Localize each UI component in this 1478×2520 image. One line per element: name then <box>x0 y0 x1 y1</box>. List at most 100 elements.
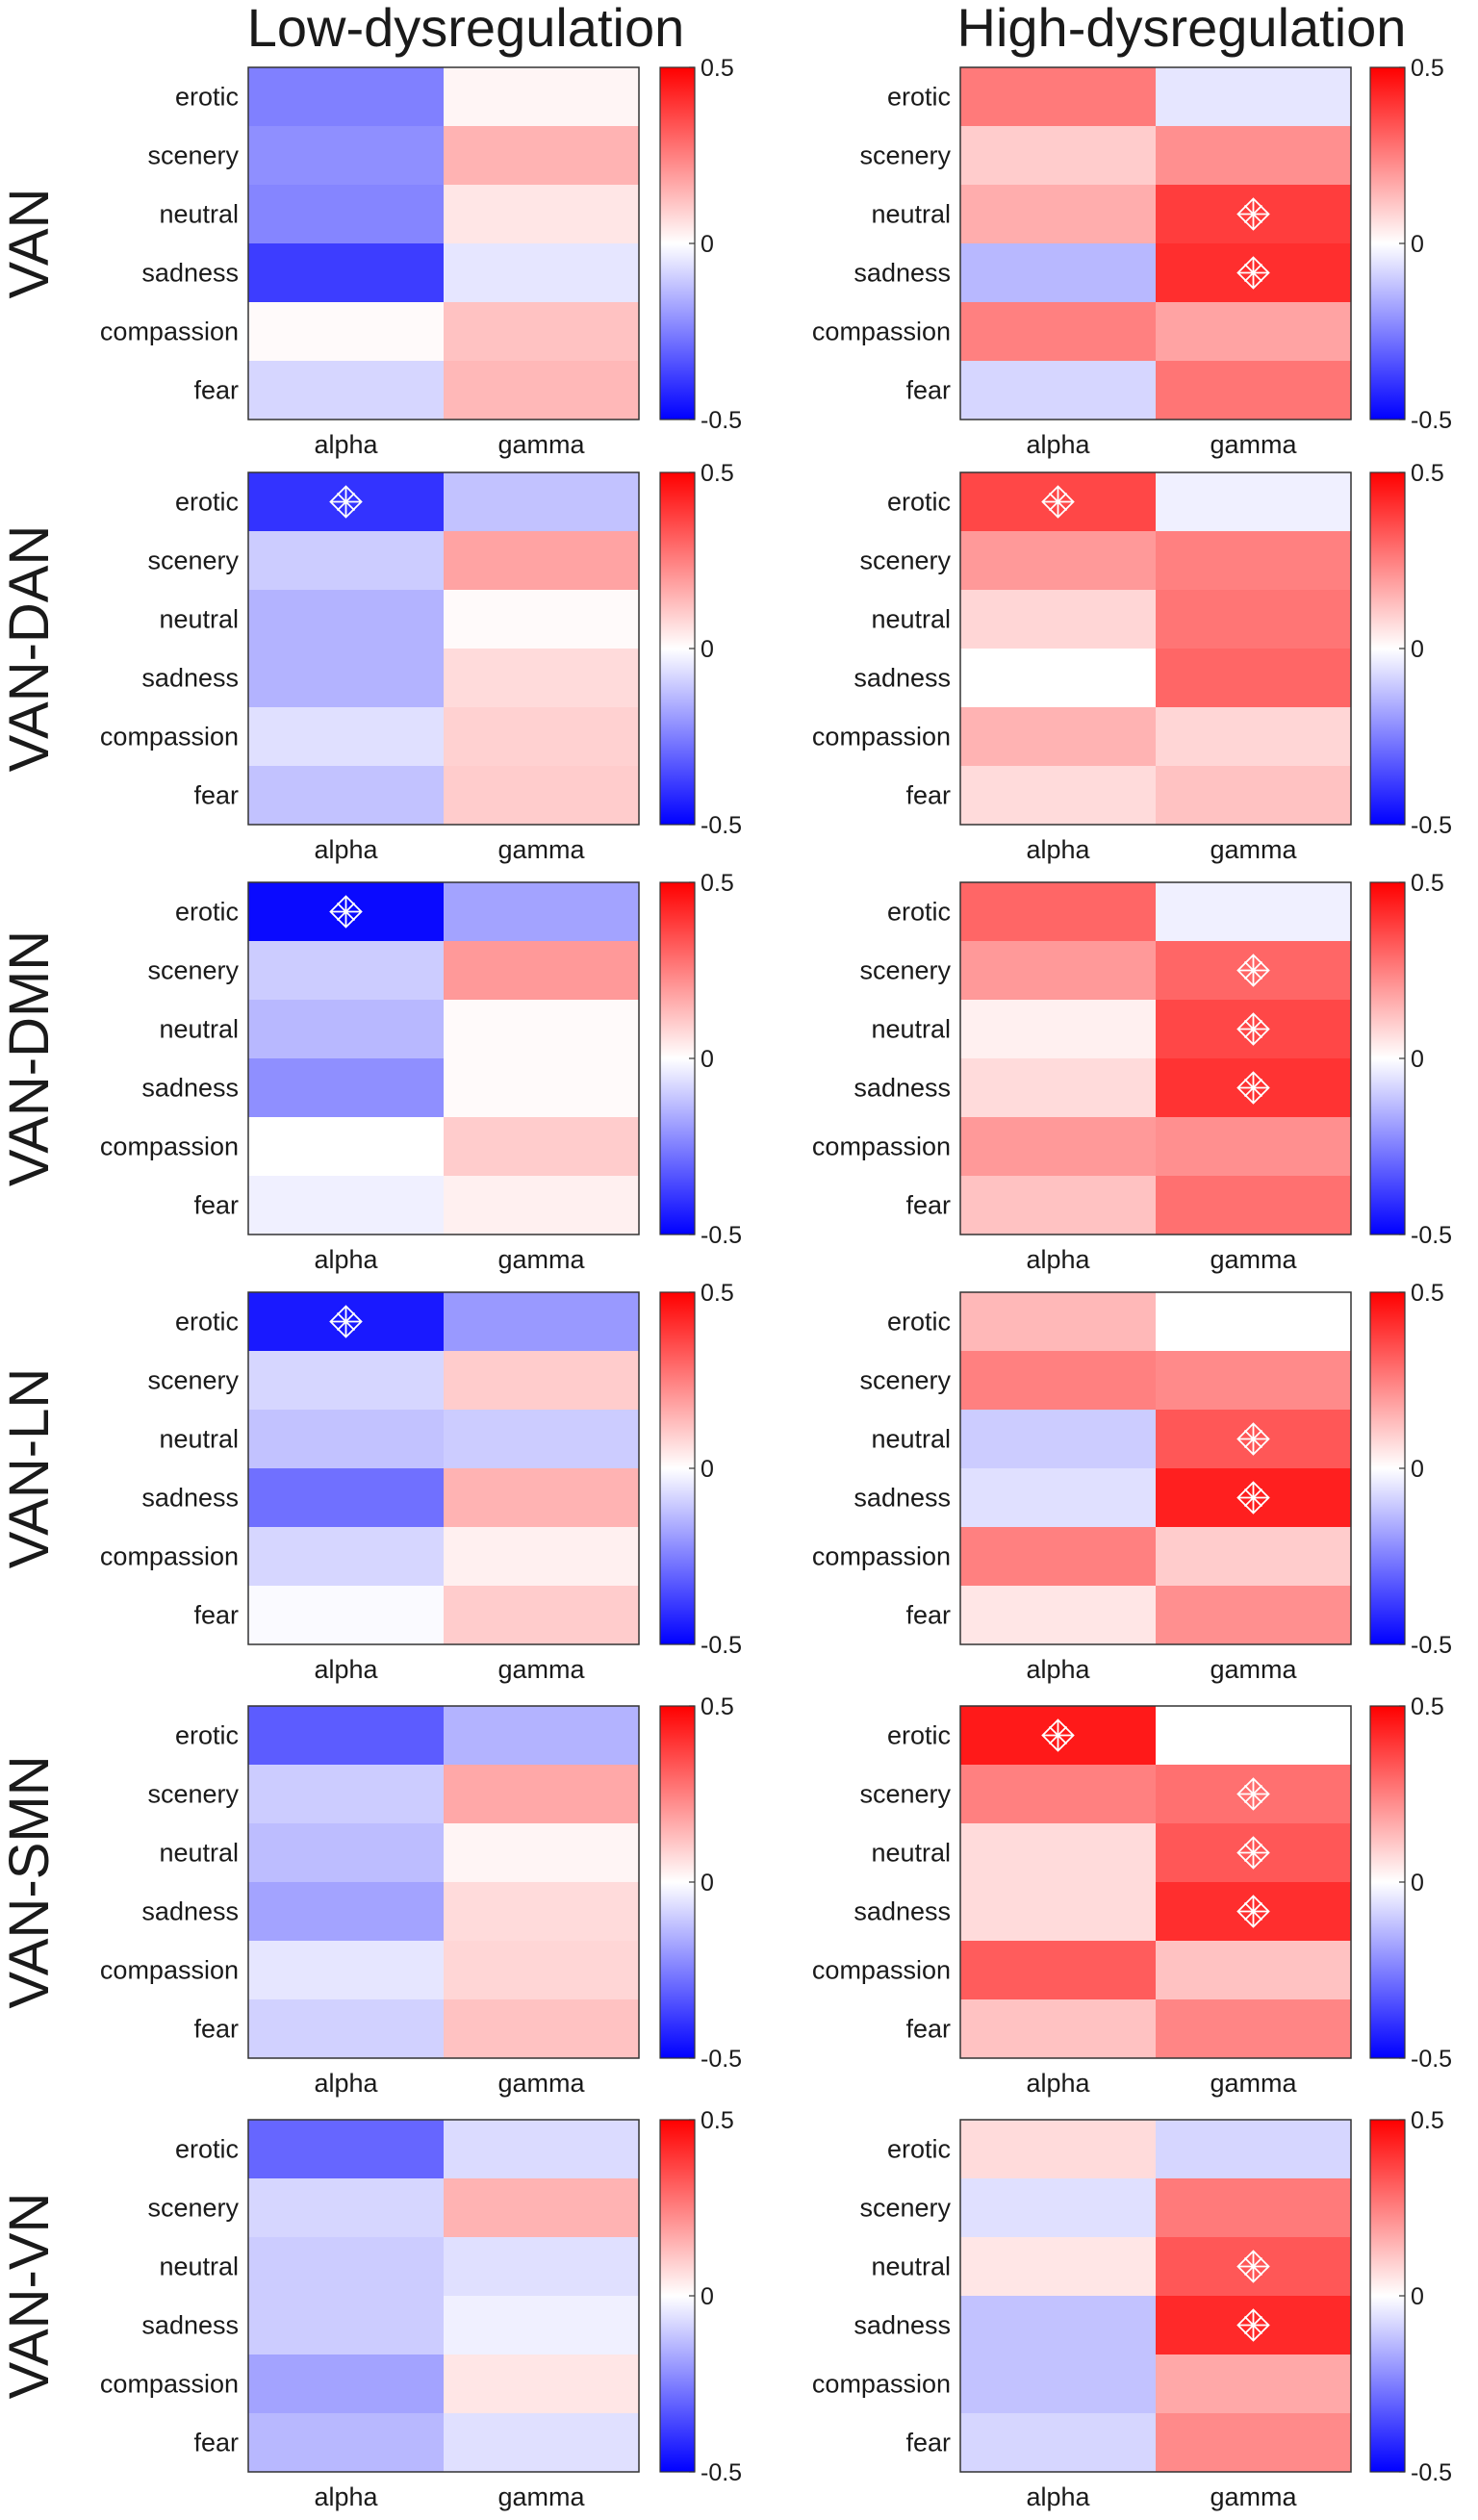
band-label: alpha <box>1026 835 1090 864</box>
colorbar-tick-label: 0.5 <box>701 1280 734 1307</box>
category-label: sadness <box>141 259 239 288</box>
heatmap-cell <box>444 882 640 942</box>
significance-marker-icon <box>1236 1422 1270 1456</box>
category-label: sadness <box>141 2311 239 2340</box>
heatmap-cell <box>248 1117 445 1177</box>
band-label: gamma <box>1210 1655 1297 1684</box>
heatmap-cell <box>1156 531 1352 591</box>
column-title-high: High-dysregulation <box>957 0 1407 58</box>
heatmap-cell <box>960 1527 1157 1587</box>
colorbar-tick-label: 0.5 <box>1411 1280 1444 1307</box>
significance-marker-icon <box>329 1305 363 1338</box>
heatmap-cell <box>248 2413 445 2473</box>
category-label: compassion <box>100 318 239 346</box>
colorbar-tick-label: 0 <box>1411 636 1424 663</box>
heatmap-cell <box>248 1176 445 1235</box>
heatmap-cell <box>248 590 445 649</box>
heatmap-cell <box>444 1706 640 1766</box>
heatmap-cell <box>248 1527 445 1587</box>
category-label: fear <box>193 2429 239 2457</box>
colorbar-tick-label: 0.5 <box>701 460 734 487</box>
heatmap-van-high: erotic scenery neutral sadness compassion fea… <box>812 55 1452 459</box>
category-label: neutral <box>159 1839 239 1868</box>
row-title-van-dan: VAN-DAN <box>0 525 61 773</box>
heatmap-cell <box>444 766 640 826</box>
heatmap-cell <box>960 185 1157 244</box>
heatmap-cell <box>444 1527 640 1587</box>
heatmap-van-vn-high: erotic scenery neutral sadness compassion fea… <box>812 2107 1452 2511</box>
column-title-low: Low-dysregulation <box>247 0 684 58</box>
band-label: alpha <box>1026 2069 1090 2098</box>
heatmap-cell <box>248 1586 445 1645</box>
heatmap-cell <box>444 1351 640 1411</box>
heatmap-cell <box>248 1058 445 1118</box>
heatmap-cell <box>248 1410 445 1469</box>
heatmap-cell <box>960 1410 1157 1469</box>
colorbar-tick-label: -0.5 <box>1411 2046 1452 2073</box>
colorbar-tick-label: 0 <box>701 1870 714 1896</box>
heatmap-frame <box>959 471 1352 826</box>
colorbar-tick-label: -0.5 <box>701 407 742 434</box>
colorbar: 0.5 0 -0.5 <box>1369 1280 1452 1659</box>
heatmap-cell <box>444 2413 640 2473</box>
colorbar: 0.5 0 -0.5 <box>659 460 742 839</box>
heatmap-cell <box>248 1000 445 1059</box>
heatmap-cell <box>1156 2355 1352 2414</box>
category-label: sadness <box>854 1074 951 1103</box>
heatmap-cell <box>960 1999 1157 2059</box>
heatmap-cell <box>444 649 640 708</box>
category-label: scenery <box>147 1366 239 1395</box>
category-label: erotic <box>887 1721 951 1750</box>
heatmap-cell <box>444 941 640 1001</box>
category-label: fear <box>193 781 239 810</box>
category-label: fear <box>193 1191 239 1220</box>
heatmap-cell <box>1156 361 1352 420</box>
heatmap-cell <box>248 707 445 767</box>
colorbar-tick-label: 0 <box>1411 1046 1424 1073</box>
heatmap-cell <box>444 126 640 186</box>
colorbar-tick-label: 0.5 <box>701 2107 734 2134</box>
heatmap-cell <box>248 185 445 244</box>
colorbar-tick-label: -0.5 <box>1411 407 1452 434</box>
colorbar-tick-label: 0.5 <box>701 870 734 897</box>
heatmap-cell <box>1156 766 1352 826</box>
colorbar-tick-label: 0 <box>1411 2283 1424 2310</box>
category-label: compassion <box>812 1133 951 1161</box>
category-label: neutral <box>159 200 239 229</box>
colorbar: 0.5 0 -0.5 <box>659 870 742 1249</box>
colorbar-tick-label: -0.5 <box>701 1222 742 1249</box>
colorbar: 0.5 0 -0.5 <box>659 2107 742 2486</box>
heatmap-cell <box>960 1882 1157 1942</box>
category-label: erotic <box>175 898 239 927</box>
heatmap-cell <box>1156 2178 1352 2238</box>
heatmap-cell <box>248 531 445 591</box>
heatmap-cell <box>248 2355 445 2414</box>
category-label: fear <box>905 1191 951 1220</box>
heatmap-cell <box>248 302 445 362</box>
category-label: neutral <box>871 605 951 634</box>
category-label: compassion <box>812 723 951 751</box>
heatmap-cell <box>444 1999 640 2059</box>
row-title-van-vn: VAN-VN <box>0 2193 61 2400</box>
heatmap-cell <box>248 1999 445 2059</box>
heatmap-cell <box>444 1176 640 1235</box>
heatmap-frame <box>959 1291 1352 1645</box>
heatmap-cell <box>960 2120 1157 2179</box>
category-label: neutral <box>159 1425 239 1454</box>
heatmap-cell <box>960 1586 1157 1645</box>
heatmap-frame <box>247 1291 640 1645</box>
heatmap-frame <box>247 2119 640 2473</box>
category-label: erotic <box>887 488 951 517</box>
significance-marker-icon <box>1236 1777 1270 1811</box>
heatmap-cell <box>960 1468 1157 1528</box>
band-label: alpha <box>1026 1245 1090 1274</box>
category-label: scenery <box>859 956 951 985</box>
heatmap-cell <box>444 1765 640 1824</box>
category-label: fear <box>905 376 951 405</box>
category-label: scenery <box>859 2194 951 2223</box>
heatmap-cell <box>1156 126 1352 186</box>
category-label: scenery <box>859 1780 951 1809</box>
category-label: erotic <box>175 83 239 112</box>
colorbar-tick-label: -0.5 <box>701 2046 742 2073</box>
category-label: neutral <box>159 1015 239 1044</box>
